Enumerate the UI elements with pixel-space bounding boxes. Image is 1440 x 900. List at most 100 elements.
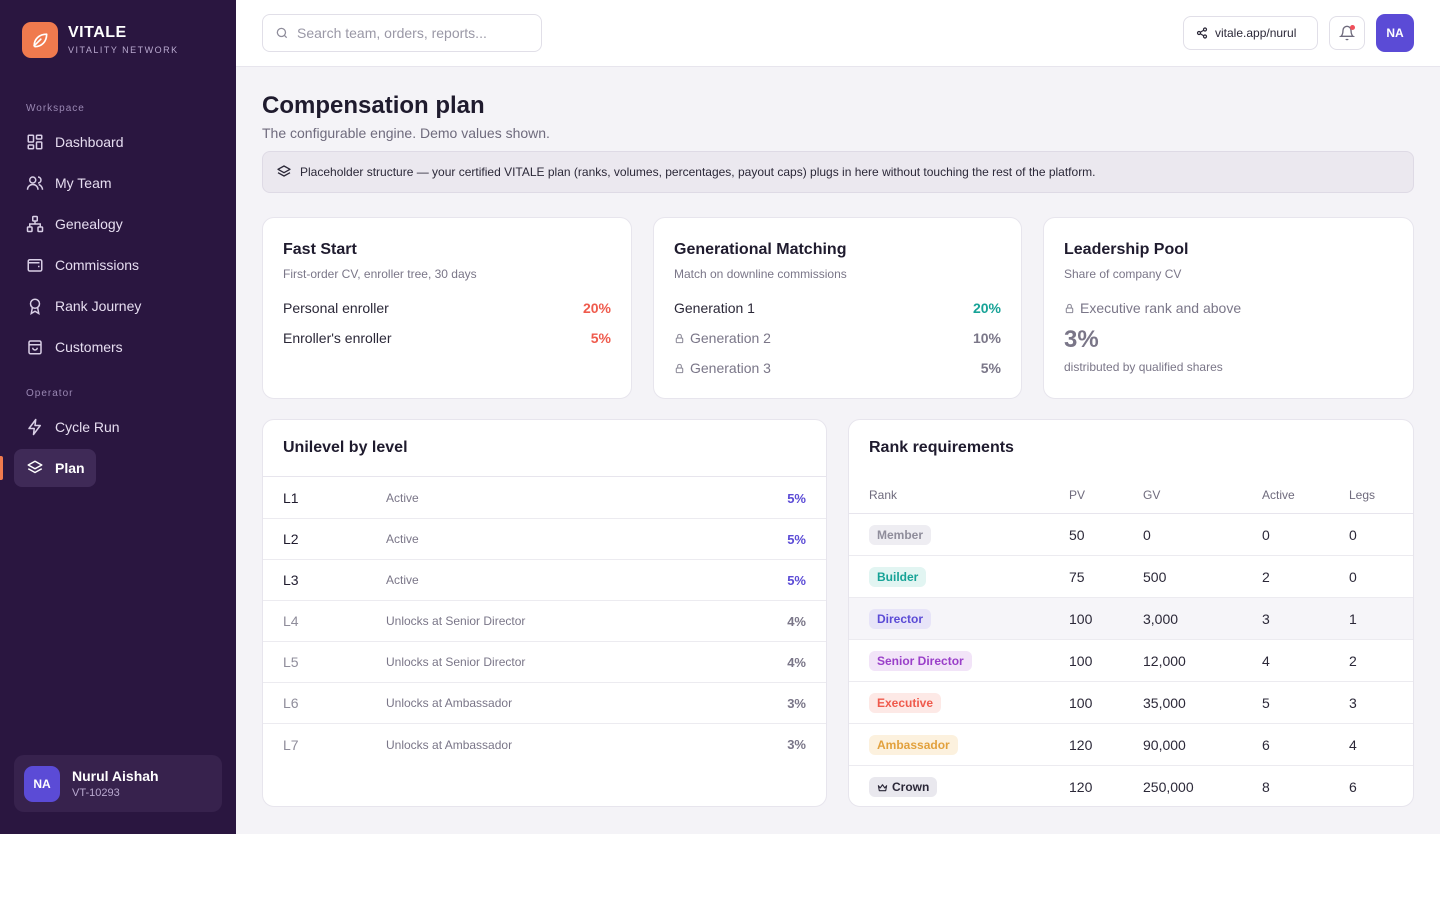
- page-subtitle: The configurable engine. Demo values sho…: [262, 125, 550, 141]
- leaf-logo-icon: [22, 22, 58, 58]
- active-cell: 3: [1262, 611, 1270, 627]
- level-status: Unlocks at Ambassador: [386, 696, 513, 710]
- avatar: NA: [24, 765, 60, 802]
- legs-cell: 3: [1349, 695, 1357, 711]
- row-label: Executive rank and above: [1064, 300, 1241, 316]
- row-value: 20%: [972, 300, 1001, 316]
- wallet-icon: [26, 256, 44, 274]
- sidebar-item-label: My Team: [55, 175, 112, 191]
- placeholder-notice: Placeholder structure — your certified V…: [262, 151, 1414, 193]
- rank-table-header: Rank PV GV Active Legs: [849, 476, 1413, 514]
- lock-icon: [1064, 303, 1075, 314]
- sidebar-item-label: Rank Journey: [55, 298, 142, 314]
- row-label-text: Generation 2: [690, 330, 771, 346]
- card-title: Unilevel by level: [283, 439, 408, 456]
- notification-dot: [1350, 25, 1355, 30]
- row-label: Generation 3: [674, 360, 771, 376]
- gv-cell: 35,000: [1143, 695, 1186, 711]
- brand[interactable]: VITALE VITALITY NETWORK: [22, 22, 179, 58]
- active-cell: 8: [1262, 779, 1270, 795]
- notifications-button[interactable]: [1329, 16, 1365, 50]
- share-link-text: vitale.app/nurul: [1215, 26, 1297, 40]
- active-cell: 6: [1262, 737, 1270, 753]
- unilevel-header: Unilevel by level: [263, 420, 826, 477]
- pv-cell: 100: [1069, 653, 1093, 669]
- generation-row: Generation 2 10%: [674, 328, 1001, 348]
- table-row: L6 Unlocks at Ambassador 3%: [263, 683, 826, 724]
- sidebar-item-label: Genealogy: [55, 216, 123, 232]
- level-label: L2: [283, 531, 299, 547]
- card-title: Generational Matching: [674, 241, 847, 258]
- leadership-percentage: 3%: [1064, 326, 1099, 353]
- level-value: 5%: [787, 572, 806, 588]
- rank-badge-text: Crown: [892, 780, 930, 794]
- gv-cell: 3,000: [1143, 611, 1179, 627]
- level-status: Active: [386, 532, 419, 546]
- topbar: Search team, orders, reports... vitale.a…: [236, 0, 1440, 67]
- gv-cell: 0: [1143, 527, 1151, 543]
- pv-cell: 120: [1069, 779, 1093, 795]
- legs-cell: 4: [1349, 737, 1357, 753]
- gv-cell: 90,000: [1143, 737, 1186, 753]
- share-link-button[interactable]: vitale.app/nurul: [1183, 16, 1318, 50]
- row-label: Generation 2: [674, 330, 771, 346]
- active-cell: 5: [1262, 695, 1270, 711]
- table-row: Member 50 0 0 0: [849, 514, 1413, 556]
- brand-name: VITALE: [68, 24, 127, 41]
- leadership-requirement: Executive rank and above: [1064, 298, 1393, 318]
- legs-cell: 2: [1349, 653, 1357, 669]
- lock-icon: [674, 363, 685, 374]
- column-header-legs: Legs: [1349, 488, 1376, 502]
- column-header-pv: PV: [1069, 488, 1086, 502]
- level-status: Active: [386, 491, 419, 505]
- fast-start-row: Enroller's enroller 5%: [283, 328, 611, 348]
- table-row: Senior Director 100 12,000 4 2: [849, 640, 1413, 682]
- sidebar-item-cycle-run[interactable]: Cycle Run: [14, 408, 222, 446]
- sidebar-item-label: Dashboard: [55, 134, 124, 150]
- legs-cell: 6: [1349, 779, 1357, 795]
- level-value: 5%: [787, 490, 806, 506]
- rank-badge: Senior Director: [869, 651, 972, 671]
- level-label: L3: [283, 572, 299, 588]
- sidebar-item-rank-journey[interactable]: Rank Journey: [14, 287, 222, 325]
- sidebar-item-plan[interactable]: Plan: [14, 449, 96, 487]
- gv-cell: 500: [1143, 569, 1167, 585]
- sidebar-item-genealogy[interactable]: Genealogy: [14, 205, 222, 243]
- pv-cell: 100: [1069, 695, 1093, 711]
- table-row: Crown 120 250,000 8 6: [849, 766, 1413, 806]
- legs-cell: 0: [1349, 527, 1357, 543]
- leadership-note: distributed by qualified shares: [1064, 360, 1223, 374]
- bell-icon: [1339, 25, 1355, 41]
- row-value: 20%: [582, 300, 611, 316]
- level-value: 5%: [787, 531, 806, 547]
- sidebar-item-customers[interactable]: Customers: [14, 328, 222, 366]
- rank-badge: Ambassador: [869, 735, 958, 755]
- bag-icon: [26, 338, 44, 356]
- generation-row: Generation 1 20%: [674, 298, 1001, 318]
- row-value: 5%: [590, 330, 611, 346]
- search-input[interactable]: Search team, orders, reports...: [262, 14, 542, 52]
- rank-badge: Crown: [869, 777, 938, 797]
- table-row: Builder 75 500 2 0: [849, 556, 1413, 598]
- brand-tagline: VITALITY NETWORK: [68, 45, 179, 55]
- gv-cell: 12,000: [1143, 653, 1186, 669]
- user-card[interactable]: NA Nurul Aishah VT-10293: [14, 755, 222, 812]
- sidebar-item-dashboard[interactable]: Dashboard: [14, 123, 222, 161]
- level-label: L1: [283, 490, 299, 506]
- generation-row: Generation 3 5%: [674, 358, 1001, 378]
- nav-section-operator: Operator: [26, 388, 74, 399]
- requirement-text: Executive rank and above: [1080, 300, 1242, 316]
- table-row: L2 Active 5%: [263, 519, 826, 560]
- table-row: L5 Unlocks at Senior Director 4%: [263, 642, 826, 683]
- sidebar-item-commissions[interactable]: Commissions: [14, 246, 222, 284]
- profile-avatar[interactable]: NA: [1376, 14, 1414, 52]
- pv-cell: 75: [1069, 569, 1085, 585]
- active-cell: 0: [1262, 527, 1270, 543]
- main-content: Search team, orders, reports... vitale.a…: [236, 0, 1440, 834]
- award-icon: [26, 297, 44, 315]
- level-status: Unlocks at Ambassador: [386, 737, 513, 752]
- fast-start-row: Personal enroller 20%: [283, 298, 611, 318]
- active-cell: 4: [1262, 653, 1270, 669]
- level-value: 3%: [787, 737, 806, 752]
- sidebar-item-my-team[interactable]: My Team: [14, 164, 222, 202]
